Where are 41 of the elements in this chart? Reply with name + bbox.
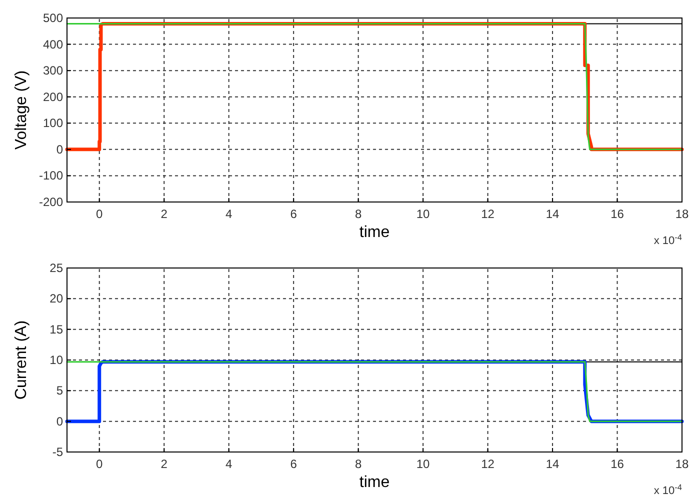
x-tick-label: 6 [290, 457, 298, 471]
x-tick-label: 8 [354, 457, 362, 471]
y-tick-label: 0 [56, 414, 64, 428]
y-tick-label: -100 [38, 168, 64, 183]
x-tick-label: 4 [226, 207, 232, 221]
y-tick-label: 300 [42, 64, 64, 78]
y-tick-label: 25 [50, 261, 64, 275]
y-axis-title: Current (A) [13, 320, 30, 400]
x-tick-label: 0 [96, 207, 104, 221]
x-tick-label: 18 [675, 457, 689, 471]
text: x 10$^{-4}$ [654, 482, 682, 497]
x-tick-label: 8 [354, 207, 362, 221]
y-tick-label: 100 [42, 116, 64, 130]
x-axis-title: time [359, 224, 390, 241]
x-tick-label: 4 [226, 457, 232, 471]
x-tick-label: 2 [160, 457, 168, 471]
y-tick-label: 10 [50, 353, 64, 367]
y-tick-label: 400 [42, 37, 64, 52]
text: x 10$^{-4}$ [654, 232, 682, 247]
x-tick-label: 10 [416, 207, 430, 221]
y-axis-title: Voltage (V) [13, 70, 30, 150]
x-tick-label: 2 [160, 207, 168, 221]
x-tick-label: 14 [546, 207, 560, 221]
x-tick-label: 0 [96, 457, 104, 471]
x-tick-label: 12 [481, 457, 495, 471]
y-tick-label: 5 [56, 384, 64, 398]
y-tick-label: 200 [42, 90, 64, 104]
x-tick-label: 16 [610, 207, 624, 221]
x-tick-label: 18 [675, 207, 689, 221]
x-tick-label: 14 [546, 457, 560, 471]
y-tick-label: 20 [50, 292, 64, 306]
x-tick-label: 12 [481, 207, 495, 221]
y-tick-label: -200 [38, 195, 64, 209]
y-tick-label: -5 [52, 445, 64, 459]
x-tick-label: 16 [610, 457, 624, 471]
x-tick-label: 6 [290, 207, 298, 221]
y-tick-label: 15 [50, 322, 64, 336]
y-tick-label: 500 [42, 11, 64, 25]
y-tick-label: 0 [56, 142, 64, 156]
x-tick-label: 10 [416, 457, 430, 471]
x-axis-title: time [359, 474, 390, 491]
